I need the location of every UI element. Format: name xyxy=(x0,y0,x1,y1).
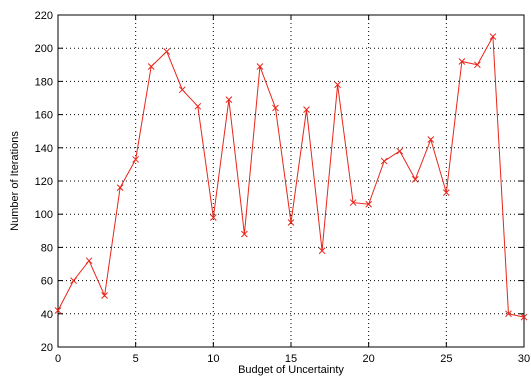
data-point-marker xyxy=(256,63,264,70)
marker-stroke xyxy=(489,33,497,40)
x-tick-label: 20 xyxy=(363,353,375,365)
data-point-marker xyxy=(334,81,341,89)
data-point-marker xyxy=(489,33,497,40)
data-point-marker xyxy=(365,200,373,208)
marker-stroke xyxy=(116,184,124,191)
marker-stroke xyxy=(442,189,450,196)
data-point-marker xyxy=(349,199,357,206)
data-point-marker xyxy=(163,48,171,55)
y-tick-label: 80 xyxy=(41,242,53,254)
marker-stroke xyxy=(194,102,202,110)
marker-stroke xyxy=(178,86,186,94)
marker-stroke xyxy=(147,63,155,70)
x-tick-label: 15 xyxy=(285,353,297,365)
marker-stroke xyxy=(411,175,419,183)
data-point-marker xyxy=(101,292,108,299)
series xyxy=(54,33,528,321)
marker-stroke xyxy=(474,61,481,69)
marker-stroke xyxy=(85,257,93,265)
marker-stroke xyxy=(334,81,341,89)
x-tick-label: 30 xyxy=(518,353,530,365)
y-tick-label: 40 xyxy=(41,309,53,321)
data-point-marker xyxy=(411,175,419,183)
marker-stroke xyxy=(303,106,310,113)
marker-stroke xyxy=(380,157,388,165)
data-point-marker xyxy=(474,61,481,69)
y-tick-label: 140 xyxy=(35,143,53,155)
ticks: 0 5 10 15 20 25 30 20 40 60 80 100 120 140 160 180 200 22… xyxy=(35,10,530,365)
data-point-marker xyxy=(147,63,155,70)
y-tick-label: 200 xyxy=(35,43,53,55)
y-tick-label: 100 xyxy=(35,209,53,221)
data-point-marker xyxy=(132,156,140,163)
marker-stroke xyxy=(209,214,217,221)
marker-stroke xyxy=(318,247,326,255)
marker-stroke xyxy=(54,307,62,314)
y-axis-label: Number of Iterations xyxy=(9,131,21,231)
data-point-marker xyxy=(318,247,326,255)
marker-stroke xyxy=(458,58,466,65)
data-point-marker xyxy=(287,219,295,226)
data-point-marker xyxy=(396,147,404,155)
x-tick-label: 25 xyxy=(440,353,452,365)
x-tick-label: 10 xyxy=(207,353,219,365)
y-tick-label: 20 xyxy=(41,342,53,354)
grid xyxy=(58,15,524,347)
x-tick-label: 0 xyxy=(55,353,61,365)
marker-stroke xyxy=(396,147,404,155)
x-axis-label: Budget of Uncertainty xyxy=(238,364,344,376)
y-tick-label: 160 xyxy=(35,110,53,122)
marker-stroke xyxy=(365,200,373,208)
data-point-marker xyxy=(458,58,466,65)
y-tick-label: 60 xyxy=(41,276,53,288)
data-point-marker xyxy=(54,307,62,314)
data-point-marker xyxy=(272,104,279,112)
data-point-marker xyxy=(178,86,186,94)
x-tick-label: 5 xyxy=(133,353,139,365)
data-point-marker xyxy=(85,257,93,265)
marker-stroke xyxy=(505,310,512,318)
marker-stroke xyxy=(225,96,233,104)
data-point-marker xyxy=(520,313,528,321)
marker-stroke xyxy=(427,136,435,143)
data-point-marker xyxy=(194,102,202,110)
data-point-marker xyxy=(70,277,77,284)
marker-stroke xyxy=(256,63,264,70)
data-point-marker xyxy=(380,157,388,165)
data-point-marker xyxy=(209,214,217,221)
marker-stroke xyxy=(287,219,295,226)
marker-stroke xyxy=(520,313,528,321)
marker-stroke xyxy=(272,104,279,112)
marker-stroke xyxy=(70,277,77,284)
data-point-marker xyxy=(225,96,233,104)
marker-stroke xyxy=(101,292,108,299)
y-tick-label: 120 xyxy=(35,176,53,188)
data-point-marker xyxy=(241,230,248,238)
marker-stroke xyxy=(241,230,248,238)
marker-stroke xyxy=(132,156,140,163)
data-point-marker xyxy=(116,184,124,191)
data-point-marker xyxy=(442,189,450,196)
y-tick-label: 180 xyxy=(35,76,53,88)
data-point-marker xyxy=(303,106,310,113)
data-point-marker xyxy=(427,136,435,143)
marker-stroke xyxy=(163,48,171,55)
marker-stroke xyxy=(349,199,357,206)
y-tick-label: 220 xyxy=(35,10,53,22)
data-point-marker xyxy=(505,310,512,318)
